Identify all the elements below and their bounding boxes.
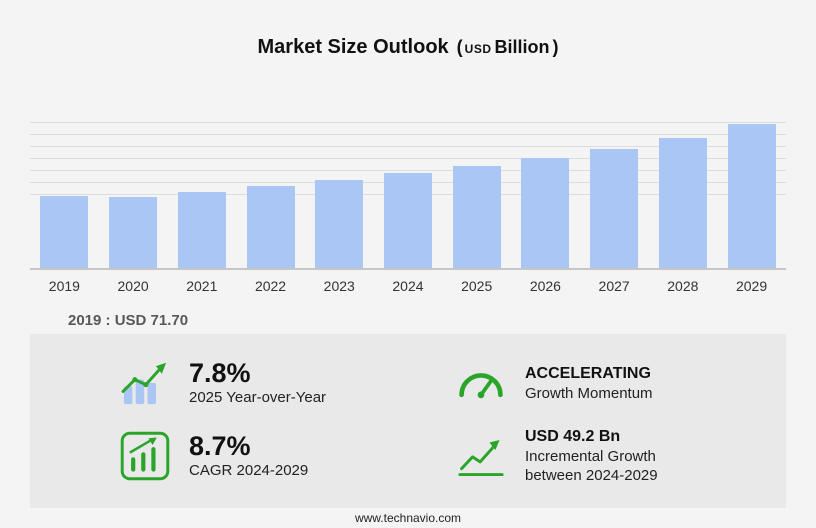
x-label-2025: 2025 (461, 278, 493, 294)
gridline (30, 158, 786, 159)
x-label-2019: 2019 (48, 278, 80, 294)
bar-2020 (109, 197, 158, 268)
bar-2019 (40, 196, 89, 268)
base-year-note: 2019 : USD 71.70 (68, 312, 189, 329)
cagr-box-chart-icon (118, 429, 172, 483)
bar-2025 (452, 166, 501, 268)
bar-2026 (521, 158, 570, 268)
market-size-bar-chart: 2019 2020 2021 2022 2023 2024 2025 2026 2027 2028… (30, 122, 786, 294)
title-text: Market Size Outlook (257, 36, 449, 58)
stat-cagr: 8.7% CAGR 2024-2029 (30, 429, 408, 483)
gridline (30, 146, 786, 147)
bar-2022 (246, 186, 295, 268)
title-unit: Billion (494, 37, 550, 57)
title-unit-currency: USD (464, 42, 492, 56)
title-close-paren: ) (552, 37, 559, 57)
yoy-label: 2025 Year-over-Year (189, 389, 327, 407)
cagr-value: 8.7% (189, 430, 251, 461)
incremental-growth-arrow-icon (454, 429, 508, 483)
yoy-growth-chart-icon (118, 356, 172, 410)
x-label-2028: 2028 (667, 278, 699, 294)
website-url: www.technavio.com (354, 511, 462, 525)
bar-2021 (177, 192, 226, 268)
x-label-2020: 2020 (117, 278, 149, 294)
bar-2028 (658, 138, 707, 268)
x-axis-labels: 2019 2020 2021 2022 2023 2024 2025 2026 2027 2028… (30, 278, 786, 294)
bar-2029 (727, 124, 776, 268)
x-label-2022: 2022 (254, 278, 287, 294)
stat-yoy: 7.8% 2025 Year-over-Year (30, 356, 408, 410)
incremental-value: USD 49.2 Bn (525, 427, 621, 445)
gridline (30, 170, 786, 171)
x-label-2023: 2023 (323, 278, 355, 294)
gridline (30, 134, 786, 135)
bar-2023 (315, 180, 364, 268)
bar-2027 (590, 149, 639, 268)
x-label-2029: 2029 (735, 278, 768, 294)
incremental-label: Incremental Growth between 2024-2029 (525, 447, 658, 485)
x-label-2021: 2021 (186, 278, 218, 294)
x-label-2026: 2026 (529, 278, 561, 294)
x-label-2027: 2027 (598, 278, 630, 294)
yoy-value: 7.8% (189, 357, 251, 388)
title-open-paren: ( (456, 37, 463, 57)
stat-incremental: USD 49.2 Bn Incremental Growth between 2… (408, 427, 786, 486)
cagr-label: CAGR 2024-2029 (189, 462, 309, 480)
bar-plot (30, 122, 786, 270)
page-title: Market Size Outlook (USD Billion) (0, 36, 816, 59)
gridline (30, 122, 786, 123)
stat-momentum: ACCELERATING Growth Momentum (408, 356, 786, 410)
stats-panel: 7.8% 2025 Year-over-Year ACCELERATING Gr… (30, 334, 786, 508)
momentum-label: Growth Momentum (525, 384, 653, 402)
momentum-value: ACCELERATING (525, 364, 651, 382)
speedometer-icon (454, 356, 508, 410)
bar-2024 (383, 173, 432, 268)
x-label-2024: 2024 (392, 278, 424, 294)
